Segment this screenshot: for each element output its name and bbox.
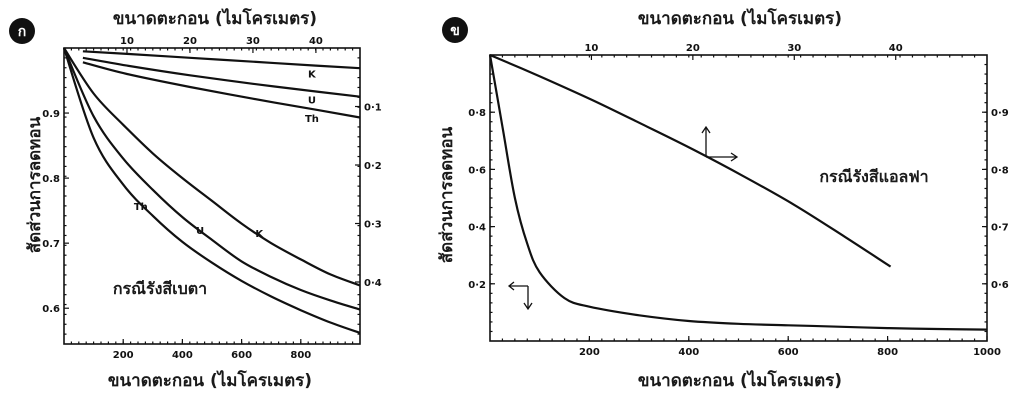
series-line-U [62, 47, 361, 311]
panel-a-bottom-xlabel: ขนาดตะกอน (ไมโครเมตร) [108, 370, 312, 391]
x-top-tick-label: 40 [889, 43, 903, 54]
series-label-U: U [196, 226, 204, 237]
x-top-tick-label: 30 [787, 43, 801, 54]
series-label-K: K [308, 70, 317, 81]
series-line-Th [62, 47, 361, 334]
series-label-Th: Th [305, 114, 319, 125]
y-left-tick-label: 0.8 [42, 174, 60, 185]
panel-b-annotation: กรณีรังสีแอลฟา [819, 167, 928, 186]
panel-a-badge-label: ก [18, 24, 26, 40]
y-left-tick-label: 0·4 [468, 223, 486, 234]
panel-a-top-xlabel: ขนาดตะกอน (ไมโครเมตร) [113, 8, 317, 29]
x-bottom-tick-label: 800 [290, 350, 311, 361]
y-right-tick-label: 0·4 [364, 278, 382, 289]
x-bottom-tick-label: 600 [778, 347, 799, 358]
x-top-tick-label: 10 [120, 36, 134, 47]
y-left-tick-label: 0·8 [468, 108, 486, 119]
x-bottom-tick-label: 400 [678, 347, 699, 358]
series-line-curve-1 [489, 53, 892, 268]
y-right-tick-label: 0·6 [991, 280, 1009, 291]
panel-b-top-xlabel: ขนาดตะกอน (ไมโครเมตร) [638, 8, 842, 29]
panel-b-badge [442, 17, 468, 43]
panel-b: ข ขนาดตะกอน (ไมโครเมตร) ขนาดตะกอน (ไมโคร… [437, 8, 1009, 391]
top-axis-arrow-icon [701, 125, 739, 162]
y-left-tick-label: 0.9 [42, 109, 60, 120]
series-line-U [82, 56, 361, 98]
y-left-tick-label: 0·6 [468, 165, 486, 176]
x-top-tick-label: 20 [183, 36, 197, 47]
y-right-tick-label: 0·3 [364, 220, 382, 231]
y-right-tick-label: 0·8 [991, 165, 1009, 176]
x-top-tick-label: 30 [246, 36, 260, 47]
y-right-tick-label: 0·9 [991, 108, 1009, 119]
panel-a: ก ขนาดตะกอน (ไมโครเมตร) ขนาดตะกอน (ไมโคร… [9, 8, 382, 391]
series-label-K: K [255, 229, 264, 240]
y-left-tick-label: 0.7 [42, 239, 60, 250]
x-bottom-tick-label: 200 [579, 347, 600, 358]
x-top-tick-label: 40 [309, 36, 323, 47]
panel-a-badge [9, 18, 35, 44]
series-line-K [63, 47, 361, 287]
y-left-tick-label: 0.6 [42, 304, 60, 315]
x-top-tick-label: 20 [686, 43, 700, 54]
x-top-tick-label: 10 [584, 43, 598, 54]
x-bottom-tick-label: 600 [231, 350, 252, 361]
panel-b-ylabel: สัดส่วนการลดทอน [437, 126, 457, 263]
series-label-U: U [308, 96, 316, 107]
x-bottom-tick-label: 400 [172, 350, 193, 361]
panel-a-annotation: กรณีรังสีเบตา [113, 279, 207, 298]
y-right-tick-label: 0·2 [364, 161, 382, 172]
y-right-tick-label: 0·7 [991, 223, 1009, 234]
series-line-K [82, 50, 361, 70]
x-bottom-tick-label: 1000 [973, 347, 1001, 358]
x-bottom-tick-label: 800 [877, 347, 898, 358]
y-right-tick-label: 0·1 [364, 103, 382, 114]
panel-b-badge-label: ข [450, 23, 460, 39]
y-left-tick-label: 0·2 [468, 280, 486, 291]
panel-a-ylabel: สัดส่วนการลดทอน [25, 116, 45, 253]
series-line-Th [82, 61, 361, 119]
bottom-axis-arrow-icon [507, 281, 533, 311]
series-line-curve-0 [488, 54, 988, 331]
x-bottom-tick-label: 200 [113, 350, 134, 361]
series-label-Th: Th [134, 202, 148, 213]
panel-b-bottom-xlabel: ขนาดตะกอน (ไมโครเมตร) [638, 370, 842, 391]
